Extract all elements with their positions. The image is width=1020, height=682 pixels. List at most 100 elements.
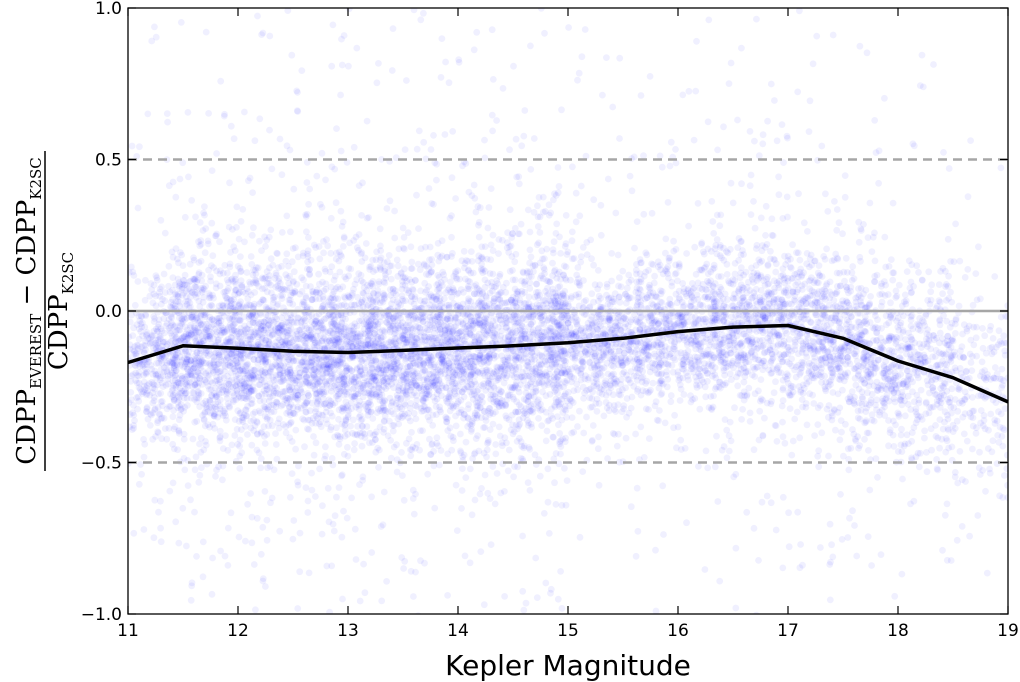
scatter-point bbox=[899, 392, 907, 400]
scatter-point bbox=[725, 80, 733, 87]
scatter-point bbox=[244, 500, 252, 508]
scatter-point bbox=[914, 449, 922, 457]
scatter-point bbox=[219, 462, 227, 470]
scatter-point bbox=[187, 361, 194, 368]
scatter-point bbox=[275, 371, 283, 379]
scatter-point bbox=[421, 350, 428, 357]
scatter-point bbox=[269, 392, 277, 400]
scatter-point bbox=[742, 368, 750, 376]
scatter-point bbox=[464, 277, 472, 285]
scatter-point bbox=[150, 313, 158, 320]
scatter-point bbox=[652, 292, 660, 300]
scatter-point bbox=[301, 367, 309, 375]
scatter-point bbox=[901, 291, 909, 299]
scatter-point bbox=[437, 338, 445, 346]
scatter-point bbox=[589, 436, 596, 444]
scatter-point bbox=[335, 441, 343, 448]
scatter-point bbox=[467, 317, 475, 324]
scatter-point bbox=[318, 356, 326, 364]
scatter-point bbox=[495, 250, 502, 257]
scatter-point bbox=[506, 146, 513, 154]
scatter-point bbox=[236, 442, 244, 450]
scatter-point bbox=[508, 253, 516, 260]
scatter-point bbox=[227, 122, 235, 130]
scatter-point bbox=[878, 298, 886, 306]
scatter-point bbox=[238, 337, 246, 345]
scatter-point bbox=[562, 390, 569, 398]
scatter-point bbox=[805, 128, 813, 136]
scatter-point bbox=[329, 369, 337, 377]
scatter-point bbox=[645, 435, 653, 442]
scatter-point bbox=[600, 325, 608, 333]
scatter-point bbox=[885, 333, 893, 341]
scatter-point bbox=[993, 417, 1001, 425]
scatter-point bbox=[758, 297, 766, 304]
scatter-point bbox=[545, 277, 552, 285]
scatter-point bbox=[855, 218, 863, 226]
scatter-point bbox=[477, 548, 485, 555]
scatter-point bbox=[521, 334, 529, 342]
scatter-point bbox=[304, 250, 311, 258]
scatter-point bbox=[509, 267, 516, 274]
scatter-point bbox=[508, 337, 515, 344]
scatter-point bbox=[426, 301, 434, 309]
scatter-point bbox=[759, 242, 766, 249]
scatter-point bbox=[361, 589, 369, 597]
scatter-point bbox=[384, 311, 392, 318]
scatter-point bbox=[295, 462, 302, 470]
scatter-point bbox=[256, 115, 264, 123]
scatter-point bbox=[294, 391, 302, 399]
scatter-point bbox=[367, 279, 375, 287]
scatter-point bbox=[187, 324, 194, 331]
scatter-point bbox=[851, 365, 859, 373]
scatter-point bbox=[410, 593, 417, 600]
scatter-point bbox=[951, 348, 958, 356]
scatter-point bbox=[459, 465, 466, 472]
scatter-point bbox=[207, 301, 215, 309]
scatter-point bbox=[557, 250, 564, 257]
scatter-point bbox=[670, 247, 678, 255]
scatter-point bbox=[233, 425, 241, 433]
scatter-point bbox=[655, 320, 663, 327]
scatter-point bbox=[201, 211, 208, 219]
scatter-point bbox=[743, 508, 751, 516]
scatter-point bbox=[172, 518, 180, 526]
scatter-point bbox=[967, 359, 975, 366]
scatter-point bbox=[362, 240, 370, 247]
scatter-point bbox=[245, 177, 252, 185]
scatter-point bbox=[439, 353, 446, 361]
scatter-point bbox=[146, 422, 154, 429]
scatter-point bbox=[167, 337, 175, 345]
scatter-point bbox=[798, 271, 806, 279]
scatter-point bbox=[419, 396, 427, 404]
scatter-point bbox=[345, 62, 352, 70]
scatter-point bbox=[472, 336, 479, 343]
scatter-point bbox=[895, 343, 902, 351]
scatter-point bbox=[386, 197, 394, 205]
scatter-point bbox=[155, 508, 162, 516]
scatter-point bbox=[866, 486, 874, 494]
scatter-point bbox=[406, 276, 413, 283]
scatter-point bbox=[768, 350, 776, 358]
scatter-point bbox=[437, 447, 445, 454]
scatter-point bbox=[217, 77, 225, 85]
scatter-point bbox=[794, 286, 802, 294]
scatter-point bbox=[381, 328, 389, 336]
scatter-point bbox=[713, 314, 721, 322]
scatter-point bbox=[738, 180, 745, 188]
scatter-point bbox=[751, 352, 759, 359]
scatter-point bbox=[469, 321, 477, 329]
scatter-point bbox=[239, 288, 247, 296]
scatter-point bbox=[492, 450, 500, 458]
scatter-point bbox=[147, 280, 155, 287]
scatter-point bbox=[836, 269, 843, 277]
scatter-point bbox=[248, 231, 256, 239]
scatter-point bbox=[202, 28, 210, 36]
scatter-point bbox=[757, 311, 764, 318]
scatter-point bbox=[843, 321, 850, 328]
scatter-point bbox=[385, 364, 393, 372]
scatter-point bbox=[495, 290, 503, 298]
scatter-point bbox=[290, 517, 298, 524]
scatter-point bbox=[841, 193, 849, 201]
scatter-point bbox=[542, 579, 550, 587]
